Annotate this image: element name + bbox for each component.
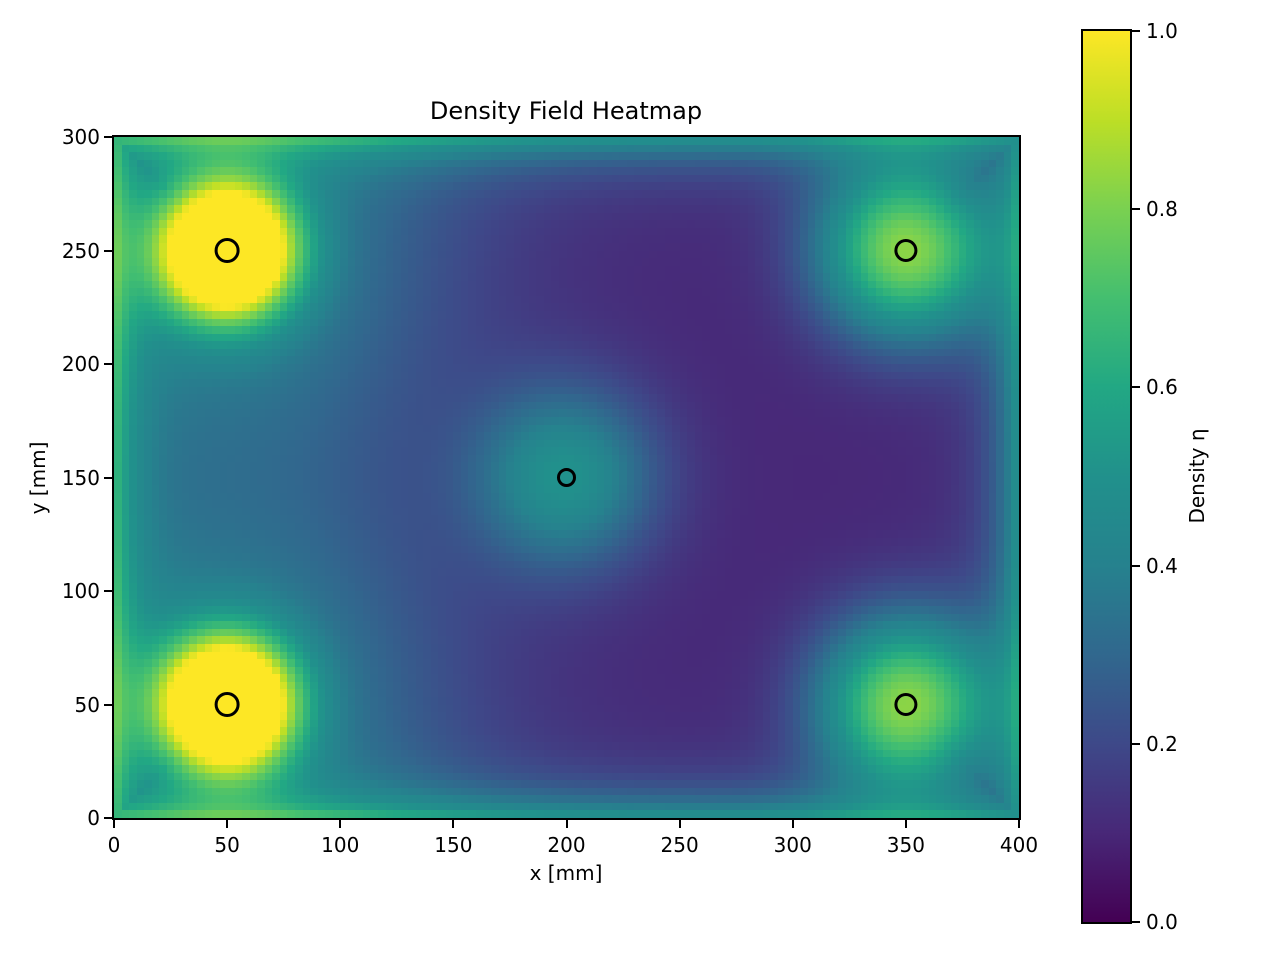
- y-tick-mark: [104, 363, 112, 365]
- y-tick-mark: [104, 136, 112, 138]
- colorbar-tick-label: 0.8: [1146, 197, 1178, 222]
- data-point-marker: [214, 238, 240, 263]
- y-tick-mark: [104, 703, 112, 706]
- x-tick-mark: [113, 820, 115, 828]
- y-tick-label: 150: [61, 465, 100, 490]
- x-tick-mark: [339, 820, 342, 828]
- colorbar-tick-label: 0.0: [1146, 910, 1178, 934]
- x-tick-mark: [791, 820, 794, 828]
- heatmap-plot-area: [114, 137, 1019, 818]
- y-tick-mark: [104, 590, 112, 592]
- y-tick-label: 0: [87, 806, 100, 830]
- y-tick-mark: [104, 817, 112, 819]
- x-tick-mark: [565, 820, 568, 828]
- x-tick-label: 300: [773, 833, 812, 857]
- x-tick-mark: [678, 820, 681, 828]
- x-tick-mark: [226, 820, 229, 828]
- data-point-marker: [894, 693, 918, 716]
- x-tick-label: 350: [886, 833, 925, 857]
- colorbar-tick-label: 0.2: [1146, 731, 1178, 756]
- colorbar-tick-label: 0.6: [1146, 375, 1178, 400]
- y-tick-mark: [104, 249, 112, 252]
- y-tick-label: 300: [61, 125, 100, 149]
- colorbar-tick-mark: [1132, 921, 1140, 923]
- data-point-marker: [894, 239, 918, 262]
- x-tick-mark: [452, 820, 455, 828]
- colorbar-gradient: [1083, 31, 1130, 922]
- x-axis-label: x [mm]: [529, 861, 603, 885]
- x-tick-label: 250: [660, 833, 699, 857]
- x-tick-label: 400: [999, 833, 1039, 857]
- x-tick-label: 150: [434, 833, 473, 857]
- x-tick-label: 200: [547, 833, 586, 857]
- x-tick-mark: [904, 820, 907, 828]
- colorbar-tick-label: 1.0: [1146, 19, 1178, 43]
- chart-title: Density Field Heatmap: [429, 97, 703, 125]
- y-tick-label: 100: [61, 579, 100, 603]
- y-tick-label: 200: [61, 352, 100, 376]
- colorbar-tick-mark: [1132, 564, 1140, 567]
- x-tick-label: 100: [321, 833, 360, 857]
- x-tick-label: 0: [107, 833, 121, 857]
- colorbar-tick-mark: [1132, 30, 1140, 32]
- plot-border: [112, 135, 1021, 820]
- y-tick-mark: [104, 476, 112, 479]
- colorbar-label: Density η: [1185, 428, 1209, 524]
- colorbar-tick-mark: [1132, 208, 1140, 211]
- y-tick-label: 50: [74, 692, 100, 717]
- x-tick-label: 50: [214, 833, 240, 857]
- data-point-marker: [214, 692, 240, 717]
- y-tick-label: 250: [61, 238, 100, 263]
- x-tick-mark: [1018, 820, 1020, 828]
- data-point-marker: [557, 468, 576, 487]
- colorbar: [1081, 29, 1132, 924]
- colorbar-tick-mark: [1132, 386, 1140, 389]
- colorbar-tick-label: 0.4: [1146, 553, 1178, 578]
- colorbar-tick-mark: [1132, 742, 1140, 745]
- scatter-markers-overlay: [214, 238, 918, 717]
